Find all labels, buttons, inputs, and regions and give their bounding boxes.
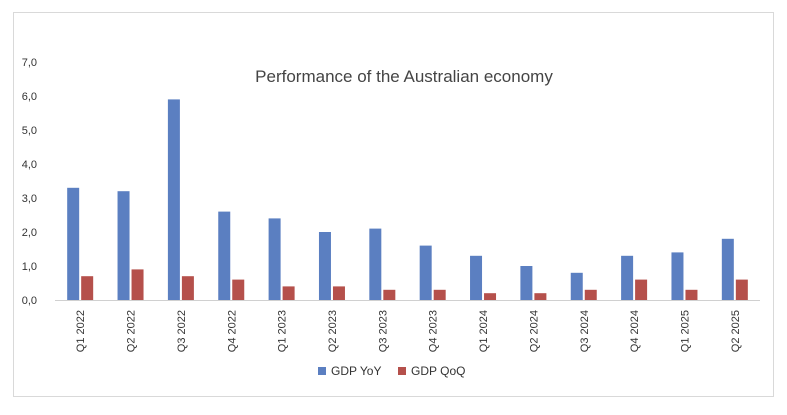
- bar-gdp-qoq: [584, 289, 597, 300]
- legend-label: GDP QoQ: [411, 364, 465, 378]
- x-tick-label: Q1 2023: [277, 310, 289, 352]
- bar-gdp-qoq: [282, 286, 295, 300]
- bar-gdp-yoy: [369, 228, 382, 300]
- x-tick-label: Q3 2023: [377, 310, 389, 352]
- x-tick-label: Q3 2022: [176, 310, 188, 352]
- y-tick-label: 6,0: [22, 91, 37, 103]
- bar-gdp-yoy: [268, 218, 281, 300]
- x-tick-label: Q1 2025: [679, 310, 691, 352]
- bar-gdp-qoq: [131, 269, 144, 300]
- bar-gdp-yoy: [520, 266, 533, 300]
- x-tick-label: Q1 2024: [478, 310, 490, 352]
- bar-gdp-qoq: [433, 289, 446, 300]
- x-tick-label: Q1 2022: [75, 310, 87, 352]
- chart-frame: [13, 12, 774, 397]
- legend-label: GDP YoY: [331, 364, 381, 378]
- bar-gdp-qoq: [232, 279, 245, 300]
- y-tick-label: 5,0: [22, 125, 37, 137]
- legend: GDP YoY GDP QoQ: [318, 364, 465, 378]
- y-tick-label: 3,0: [22, 193, 37, 205]
- bars: [67, 99, 748, 301]
- bar-gdp-qoq: [383, 289, 396, 300]
- y-tick-label: 4,0: [22, 159, 37, 171]
- bar-gdp-qoq: [181, 276, 194, 300]
- x-tick-label: Q2 2022: [126, 310, 138, 352]
- x-tick-label: Q2 2025: [730, 310, 742, 352]
- legend-swatch: [398, 367, 406, 375]
- bar-gdp-yoy: [570, 272, 583, 300]
- x-axis-ticks: Q1 2022 Q2 2022 Q3 2022 Q4 2022 Q1 2023 Q2 20…: [75, 310, 742, 352]
- bar-gdp-yoy: [117, 191, 130, 300]
- chart-title: Performance of the Australian economy: [255, 67, 553, 86]
- bar-gdp-qoq: [484, 293, 497, 300]
- y-tick-label: 2,0: [22, 227, 37, 239]
- bar-gdp-qoq: [332, 286, 345, 300]
- bar-gdp-yoy: [621, 255, 634, 300]
- y-axis-ticks: 0,0 1,0 2,0 3,0 4,0 5,0 6,0 7,0: [22, 57, 37, 307]
- x-tick-label: Q3 2024: [579, 310, 591, 352]
- bar-gdp-qoq: [81, 276, 94, 300]
- bar-gdp-yoy: [470, 255, 483, 300]
- bar-gdp-qoq: [534, 293, 547, 300]
- bar-gdp-yoy: [318, 232, 331, 300]
- bar-gdp-qoq: [735, 279, 748, 300]
- x-tick-label: Q2 2023: [327, 310, 339, 352]
- bar-gdp-qoq: [685, 289, 698, 300]
- bar-gdp-yoy: [67, 187, 80, 300]
- y-tick-label: 7,0: [22, 57, 37, 69]
- bar-gdp-yoy: [671, 252, 684, 300]
- legend-swatch: [318, 367, 326, 375]
- x-tick-label: Q4 2022: [226, 310, 238, 352]
- x-tick-label: Q2 2024: [528, 310, 540, 352]
- x-tick-label: Q4 2024: [629, 310, 641, 352]
- bar-gdp-yoy: [419, 245, 432, 300]
- bar-gdp-qoq: [635, 279, 648, 300]
- y-tick-label: 1,0: [22, 261, 37, 273]
- y-tick-label: 0,0: [22, 295, 37, 307]
- bar-gdp-yoy: [721, 238, 734, 300]
- bar-gdp-yoy: [167, 99, 180, 301]
- bar-gdp-yoy: [218, 211, 231, 300]
- x-tick-label: Q4 2023: [428, 310, 440, 352]
